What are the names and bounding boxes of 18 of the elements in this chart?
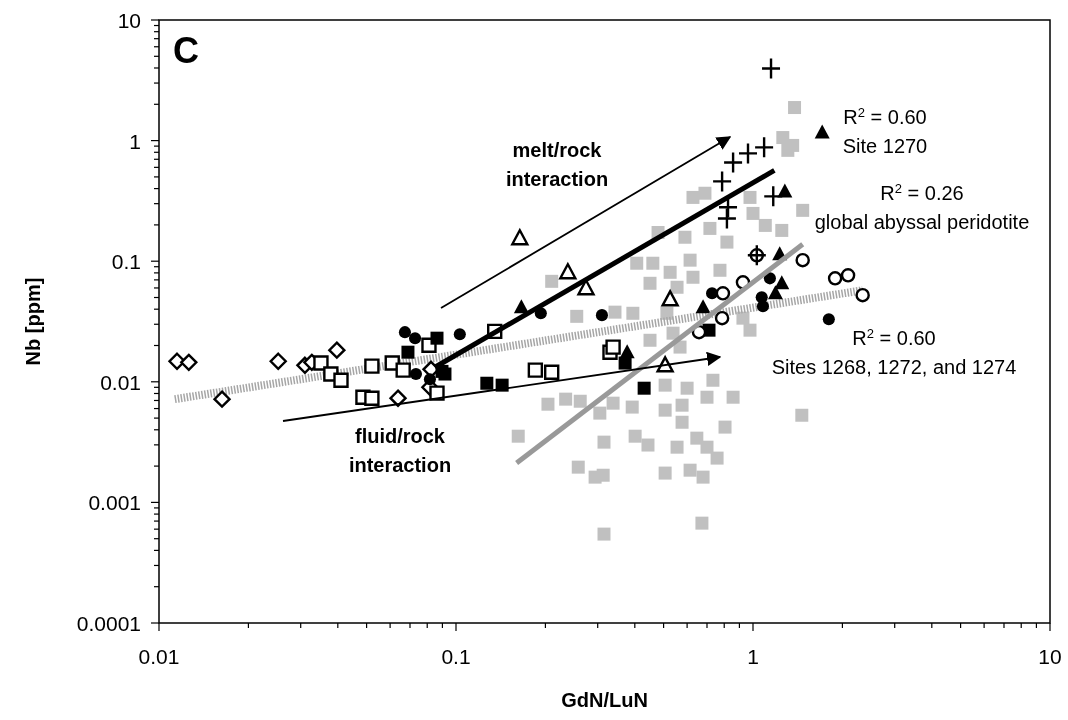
- y-axis-title: Nb [ppm]: [22, 277, 44, 366]
- y-tick-label: 0.1: [111, 250, 141, 274]
- x-tick-label: 0.01: [138, 645, 180, 668]
- y-tick-label: 0.0001: [76, 612, 141, 635]
- x-tick-label: 1: [747, 645, 759, 668]
- y-tick-label: 10: [117, 9, 141, 32]
- x-tick-label: 0.1: [441, 645, 471, 668]
- annotation: R$^{2}$ = 0.26 global abyssal peridotite: [814, 180, 1030, 233]
- annotation: R$^{2}$ = 0.60 Site 1270: [842, 104, 928, 157]
- y-tick-label: 1: [129, 129, 141, 153]
- x-axis-title: GdN/LuN: [561, 689, 648, 711]
- y-tick-label: 0.001: [88, 491, 141, 515]
- y-tick-label: 0.01: [100, 370, 141, 394]
- annotation: fluid/rock interaction: [348, 425, 452, 476]
- annotation: melt/rock interaction: [505, 139, 609, 190]
- annotation: R$^{2}$ = 0.60 Sites 1268, 1272, and 1274: [771, 325, 1017, 378]
- annotation: C: [173, 30, 199, 71]
- x-tick-label: 10: [1038, 645, 1062, 668]
